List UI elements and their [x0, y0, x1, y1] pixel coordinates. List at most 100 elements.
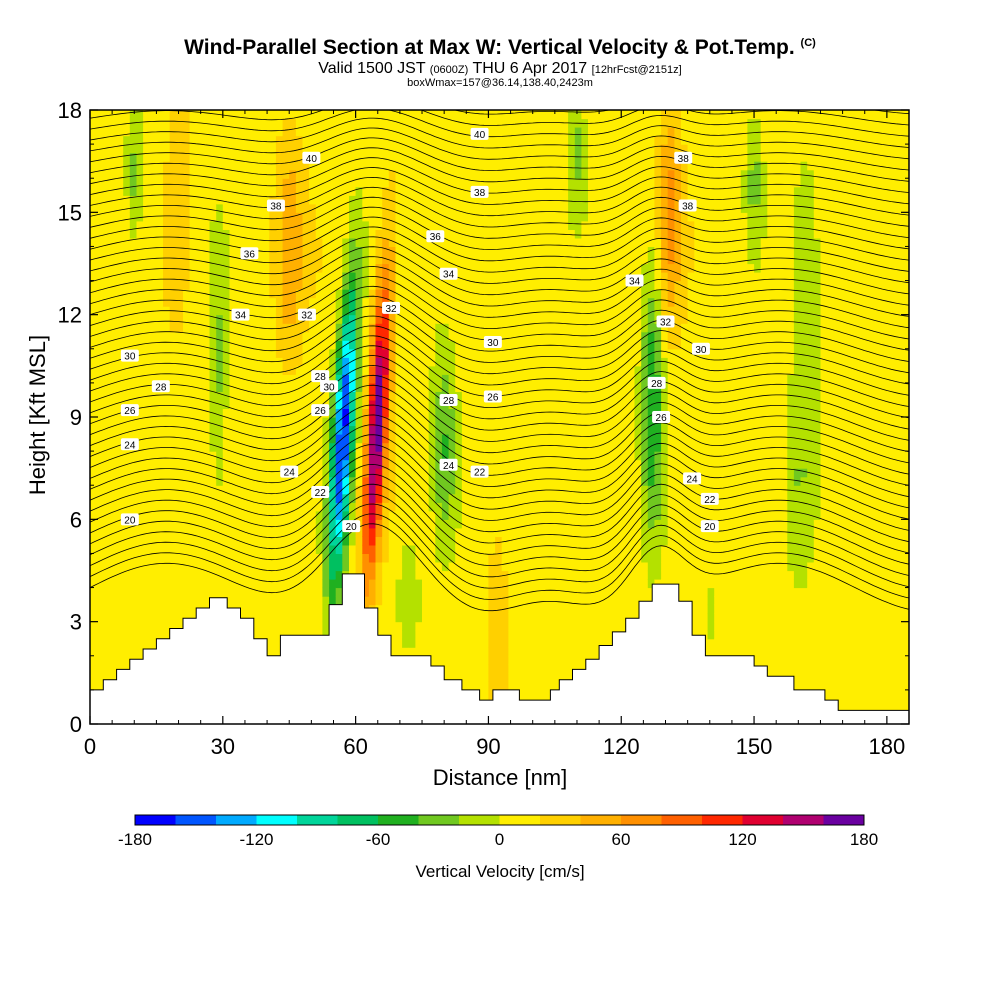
velocity-cell: [435, 203, 443, 213]
velocity-cell: [295, 442, 304, 452]
velocity-cell: [183, 229, 191, 239]
velocity-cell: [90, 434, 98, 444]
velocity-cell: [90, 135, 98, 145]
velocity-cell: [329, 323, 337, 333]
velocity-cell: [222, 195, 230, 205]
velocity-cell: [143, 365, 151, 375]
velocity-cell: [282, 579, 290, 589]
velocity-cell: [521, 374, 529, 384]
velocity-cell: [269, 144, 277, 154]
velocity-cell: [461, 681, 470, 691]
velocity-cell: [521, 493, 529, 503]
velocity-cell: [282, 340, 290, 350]
velocity-cell: [355, 237, 363, 247]
velocity-cell: [109, 118, 118, 128]
velocity-cell: [475, 374, 483, 384]
velocity-cell: [408, 127, 416, 137]
velocity-cell: [183, 331, 191, 341]
velocity-cell: [163, 212, 171, 222]
velocity-cell: [242, 417, 250, 427]
velocity-cell: [408, 544, 416, 554]
velocity-cell: [256, 604, 264, 614]
velocity-cell: [209, 434, 217, 444]
velocity-cell: [289, 579, 297, 589]
velocity-cell: [461, 178, 470, 188]
velocity-cell: [515, 655, 523, 665]
velocity-cell: [342, 110, 350, 120]
velocity-cell: [282, 169, 290, 179]
velocity-cell: [189, 536, 197, 546]
velocity-cell: [236, 579, 244, 589]
velocity-cell: [282, 229, 290, 239]
velocity-cell: [216, 323, 224, 333]
velocity-cell: [156, 570, 164, 580]
velocity-cell: [143, 451, 151, 461]
velocity-cell: [455, 596, 463, 606]
velocity-cell: [282, 613, 290, 623]
velocity-cell: [388, 638, 396, 648]
velocity-cell: [521, 596, 529, 606]
velocity-cell: [163, 596, 171, 606]
velocity-cell: [495, 604, 503, 614]
velocity-cell: [329, 434, 337, 444]
velocity-cell: [375, 425, 383, 435]
velocity-cell: [448, 596, 456, 606]
velocity-cell: [475, 382, 483, 392]
velocity-cell: [534, 272, 543, 282]
velocity-cell: [143, 408, 151, 418]
velocity-cell: [103, 118, 111, 128]
velocity-cell: [415, 118, 423, 128]
velocity-cell: [149, 118, 157, 128]
velocity-cell: [428, 613, 436, 623]
velocity-cell: [534, 664, 543, 674]
velocity-cell: [282, 110, 290, 120]
velocity-cell: [382, 272, 390, 282]
velocity-cell: [282, 544, 290, 554]
velocity-cell: [295, 374, 304, 384]
velocity-cell: [402, 399, 410, 409]
velocity-cell: [475, 331, 483, 341]
velocity-cell: [116, 485, 124, 495]
velocity-cell: [163, 280, 171, 290]
velocity-cell: [508, 638, 516, 648]
velocity-cell: [475, 110, 483, 120]
velocity-cell: [236, 391, 244, 401]
velocity-cell: [289, 178, 297, 188]
velocity-cell: [262, 553, 270, 563]
velocity-cell: [441, 255, 450, 265]
velocity-cell: [289, 348, 297, 358]
velocity-cell: [488, 127, 496, 137]
velocity-cell: [335, 127, 343, 137]
velocity-cell: [209, 118, 217, 128]
velocity-cell: [322, 195, 330, 205]
velocity-cell: [169, 570, 177, 580]
velocity-cell: [123, 493, 131, 503]
velocity-cell: [183, 306, 191, 316]
velocity-cell: [282, 536, 290, 546]
velocity-cell: [515, 135, 523, 145]
velocity-cell: [408, 365, 416, 375]
velocity-cell: [202, 152, 211, 162]
velocity-cell: [342, 280, 350, 290]
velocity-cell: [448, 135, 456, 145]
velocity-cell: [282, 621, 290, 631]
velocity-cell: [123, 237, 131, 247]
velocity-cell: [481, 255, 489, 265]
velocity-cell: [422, 408, 430, 418]
velocity-cell: [415, 562, 423, 572]
velocity-cell: [501, 613, 509, 623]
velocity-cell: [129, 229, 137, 239]
velocity-cell: [103, 664, 111, 674]
velocity-cell: [395, 237, 403, 247]
velocity-cell: [136, 604, 144, 614]
velocity-cell: [382, 459, 390, 469]
velocity-cell: [368, 161, 377, 171]
velocity-cell: [116, 536, 124, 546]
velocity-cell: [521, 562, 529, 572]
velocity-cell: [196, 280, 204, 290]
velocity-cell: [256, 348, 264, 358]
velocity-cell: [236, 434, 244, 444]
velocity-cell: [302, 553, 310, 563]
velocity-cell: [129, 579, 137, 589]
velocity-cell: [129, 417, 137, 427]
